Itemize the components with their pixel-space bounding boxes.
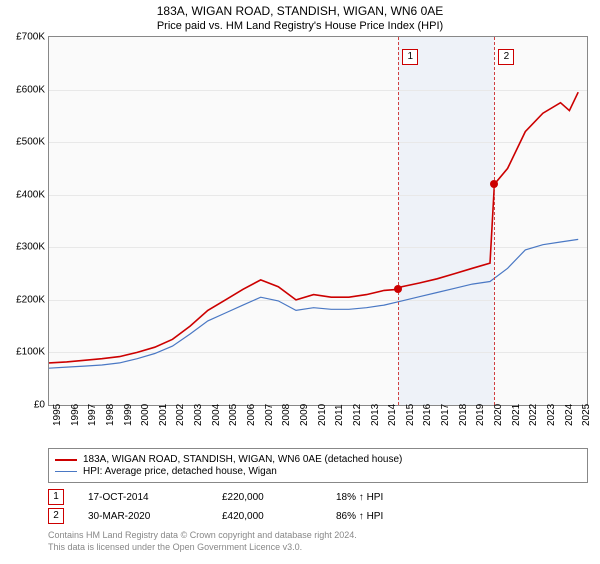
- x-axis-label: 2000: [140, 404, 151, 426]
- legend-item: HPI: Average price, detached house, Wiga…: [55, 466, 581, 477]
- x-axis-label: 2002: [175, 404, 186, 426]
- legend-swatch: [55, 459, 77, 461]
- footer-line2: This data is licensed under the Open Gov…: [48, 542, 588, 554]
- x-axis-label: 2008: [281, 404, 292, 426]
- legend-label: 183A, WIGAN ROAD, STANDISH, WIGAN, WN6 0…: [83, 454, 402, 465]
- legend-box: 183A, WIGAN ROAD, STANDISH, WIGAN, WN6 0…: [48, 448, 588, 483]
- x-axis-label: 2025: [581, 404, 592, 426]
- y-axis-label: £200K: [3, 294, 45, 305]
- x-axis-label: 1996: [70, 404, 81, 426]
- x-axis-label: 2009: [299, 404, 310, 426]
- legend-swatch: [55, 471, 77, 472]
- x-axis-label: 2019: [475, 404, 486, 426]
- event-row: 2 30-MAR-2020 £420,000 86% ↑ HPI: [48, 508, 588, 524]
- x-axis-label: 2016: [422, 404, 433, 426]
- x-axis-label: 2001: [158, 404, 169, 426]
- x-axis-label: 2023: [546, 404, 557, 426]
- x-axis-label: 2022: [528, 404, 539, 426]
- event-delta: 18% ↑ HPI: [336, 492, 446, 503]
- x-axis-label: 2017: [440, 404, 451, 426]
- series-marker: [490, 180, 498, 188]
- y-axis-label: £400K: [3, 189, 45, 200]
- x-axis-label: 2021: [511, 404, 522, 426]
- event-marker-box: 2: [498, 49, 514, 65]
- x-axis-label: 2024: [564, 404, 575, 426]
- x-axis-label: 2007: [264, 404, 275, 426]
- y-axis-label: £300K: [3, 242, 45, 253]
- x-axis-label: 2012: [352, 404, 363, 426]
- event-price: £220,000: [222, 492, 312, 503]
- x-axis-label: 2020: [493, 404, 504, 426]
- x-axis-label: 2005: [228, 404, 239, 426]
- event-vline: [494, 37, 495, 405]
- x-axis-label: 2014: [387, 404, 398, 426]
- event-number: 2: [48, 508, 64, 524]
- x-axis-label: 2015: [405, 404, 416, 426]
- event-date: 30-MAR-2020: [88, 511, 198, 522]
- chart-lines-svg: [49, 37, 587, 405]
- chart-plot-area: £0£100K£200K£300K£400K£500K£600K£700K199…: [48, 36, 588, 406]
- event-price: £420,000: [222, 511, 312, 522]
- x-axis-label: 2006: [246, 404, 257, 426]
- event-number: 1: [48, 489, 64, 505]
- x-axis-label: 2010: [317, 404, 328, 426]
- event-date: 17-OCT-2014: [88, 492, 198, 503]
- y-axis-label: £700K: [3, 32, 45, 43]
- legend-label: HPI: Average price, detached house, Wiga…: [83, 466, 277, 477]
- chart-subtitle: Price paid vs. HM Land Registry's House …: [0, 20, 600, 32]
- x-axis-label: 1997: [87, 404, 98, 426]
- x-axis-label: 2018: [458, 404, 469, 426]
- x-axis-label: 2003: [193, 404, 204, 426]
- y-axis-label: £500K: [3, 137, 45, 148]
- y-axis-label: £600K: [3, 84, 45, 95]
- chart-title: 183A, WIGAN ROAD, STANDISH, WIGAN, WN6 0…: [0, 4, 600, 18]
- x-axis-label: 1998: [105, 404, 116, 426]
- x-axis-label: 1995: [52, 404, 63, 426]
- event-vline: [398, 37, 399, 405]
- series-marker: [394, 285, 402, 293]
- footer-attribution: Contains HM Land Registry data © Crown c…: [48, 530, 588, 553]
- event-marker-box: 1: [402, 49, 418, 65]
- footer-line1: Contains HM Land Registry data © Crown c…: [48, 530, 588, 542]
- x-axis-label: 2011: [334, 404, 345, 426]
- event-row: 1 17-OCT-2014 £220,000 18% ↑ HPI: [48, 489, 588, 505]
- events-table: 1 17-OCT-2014 £220,000 18% ↑ HPI 2 30-MAR-202…: [48, 489, 588, 524]
- y-axis-label: £0: [3, 400, 45, 411]
- y-axis-label: £100K: [3, 347, 45, 358]
- series-line-price_paid: [49, 92, 578, 363]
- series-line-hpi: [49, 239, 578, 368]
- event-delta: 86% ↑ HPI: [336, 511, 446, 522]
- x-axis-label: 2013: [370, 404, 381, 426]
- x-axis-label: 1999: [123, 404, 134, 426]
- legend-item: 183A, WIGAN ROAD, STANDISH, WIGAN, WN6 0…: [55, 454, 581, 465]
- x-axis-label: 2004: [211, 404, 222, 426]
